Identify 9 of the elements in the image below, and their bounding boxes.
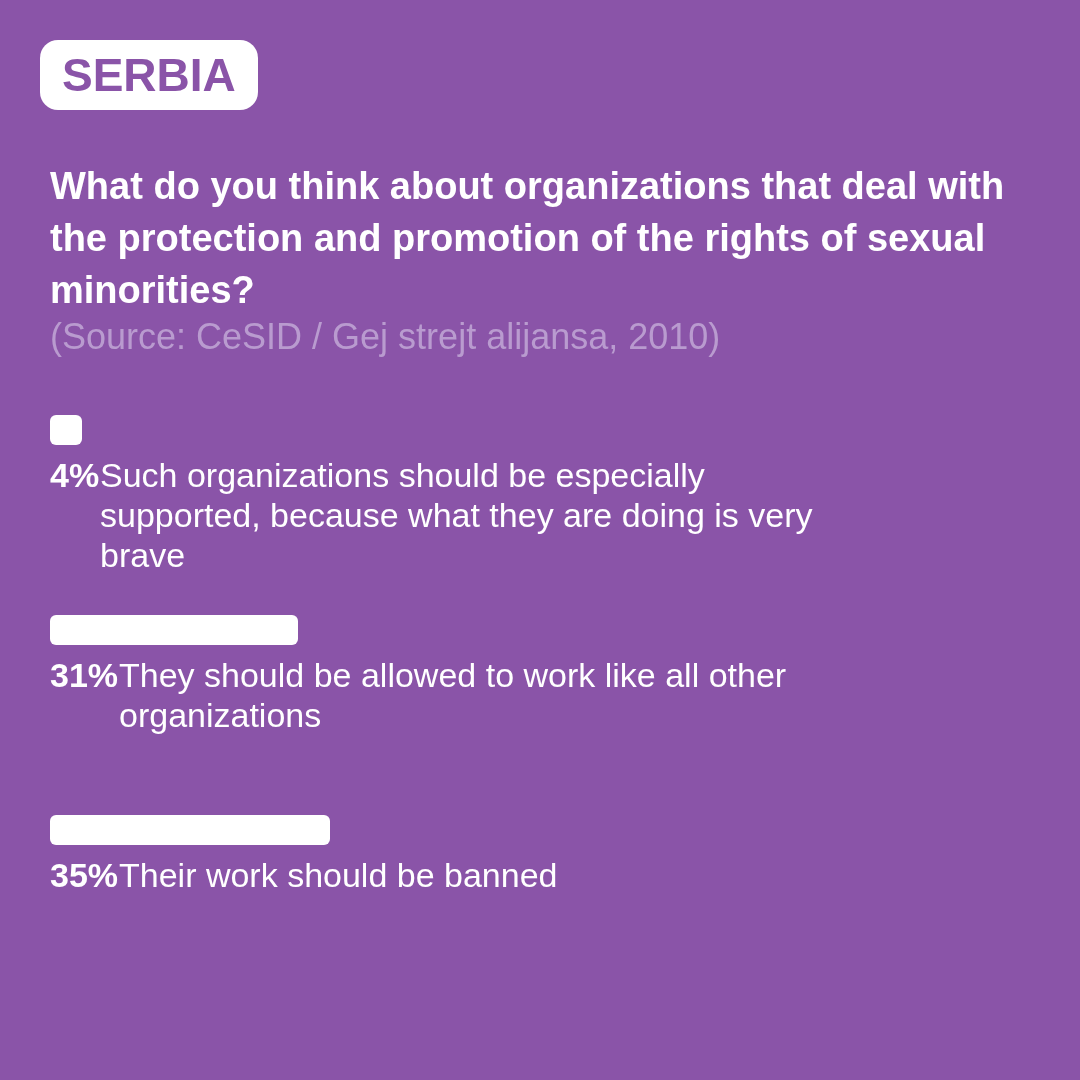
y-tick-label: They should be allowed to work like all other organizations — [119, 656, 787, 734]
y-tick-label: Their work should be banned — [119, 856, 558, 894]
text: SERBIA — [40, 40, 258, 110]
data-label: 4% — [50, 456, 100, 494]
data-label: 35% — [50, 856, 119, 894]
text: (Source: CeSID / Gej strejt alijansa, 2010) — [50, 316, 721, 358]
y-tick-label: Such organizations should be especially supported, because what they are doing is very brave — [100, 456, 813, 574]
text: What do you think about organizations that deal with the protection and promotion of the rights of sexual minorities? — [50, 164, 1006, 313]
data-label: 31% — [50, 656, 119, 694]
